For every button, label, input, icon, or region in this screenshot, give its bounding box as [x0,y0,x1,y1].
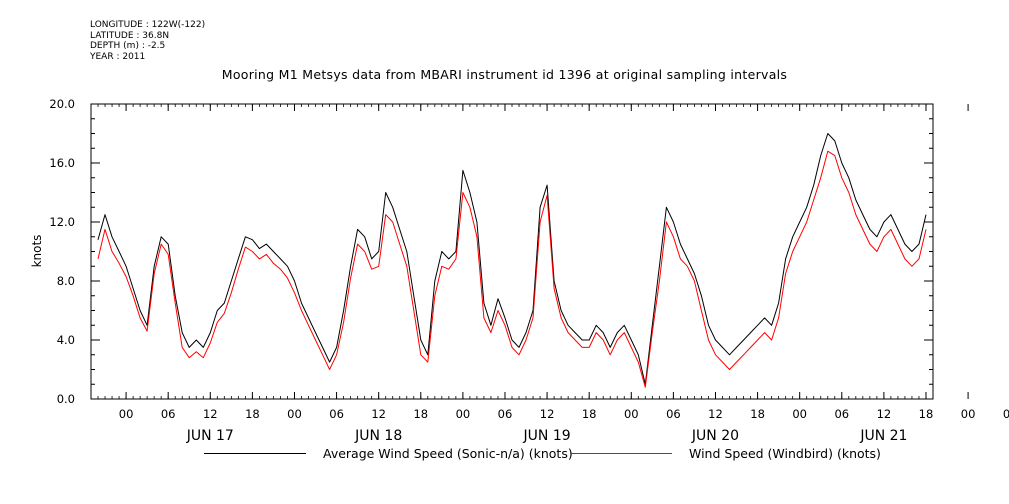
depth-label: DEPTH (m) : -2.5 [90,41,166,51]
y-tick-label: 4.0 [57,333,75,347]
x-tick-label: 06 [161,407,176,421]
x-tick-label: 12 [540,407,555,421]
plot-frame [90,103,934,400]
y-tick-label: 20.0 [49,97,75,111]
series-line-windbird [97,150,927,388]
y-tick-label: 16.0 [49,156,75,170]
x-tick-label: 06 [666,407,681,421]
x-tick-label: 18 [919,407,934,421]
legend: Average Wind Speed (Sonic-n/a) (knots) W… [0,444,1009,464]
year-label: YEAR : 2011 [90,51,146,62]
legend-swatch-sonic [204,453,306,454]
x-tick-label: 18 [245,407,260,421]
x-tick-label: 00 [287,407,302,421]
longitude-label: LONGITUDE : 122W(-122) [90,20,206,30]
chart-title: Mooring M1 Metsys data from MBARI instru… [221,67,788,82]
x-tick-label: 00 [119,407,134,421]
x-day-label: JUN 19 [523,428,571,444]
y-tick-label: 8.0 [57,274,75,288]
y-tick-label: 12.0 [49,215,75,229]
legend-label-windbird: Wind Speed (Windbird) (knots) [689,446,881,461]
x-tick-label: 12 [877,407,892,421]
x-tick-label: 12 [203,407,218,421]
x-tick-label: 12 [371,407,386,421]
x-tick-label: 00 [624,407,639,421]
x-tick-label: 00 [961,407,976,421]
x-day-label: JUN 17 [186,428,234,444]
y-tick-label: 0.0 [57,392,75,406]
x-tick-label: 18 [582,407,597,421]
x-tick-label: 00 [456,407,471,421]
x-tick-label: 06 [329,407,344,421]
x-tick-label: 18 [750,407,765,421]
metadata-block: LONGITUDE : 122W(-122) LATITUDE : 36.8N … [90,20,205,62]
x-tick-label: 12 [708,407,723,421]
y-axis-label: knots [30,235,44,268]
x-tick-label: 06 [498,407,513,421]
latitude-label: LATITUDE : 36.8N [90,30,170,41]
x-tick-label: 06 [1003,407,1009,421]
legend-label-sonic: Average Wind Speed (Sonic-n/a) (knots) [323,446,573,461]
x-day-label: JUN 18 [354,428,402,444]
x-tick-label: 06 [834,407,849,421]
series-line-sonic [97,133,927,385]
x-day-label: JUN 20 [691,428,739,444]
x-tick-label: 18 [413,407,428,421]
series-lines [97,133,927,388]
x-day-label: JUN 21 [859,428,907,444]
legend-swatch-windbird [570,453,672,454]
x-tick-label: 00 [792,407,807,421]
axes: 00 06 12 18 00 06 12 18 00 06 12 18 00 06 12 18 00 06 12 18… [49,97,1009,444]
